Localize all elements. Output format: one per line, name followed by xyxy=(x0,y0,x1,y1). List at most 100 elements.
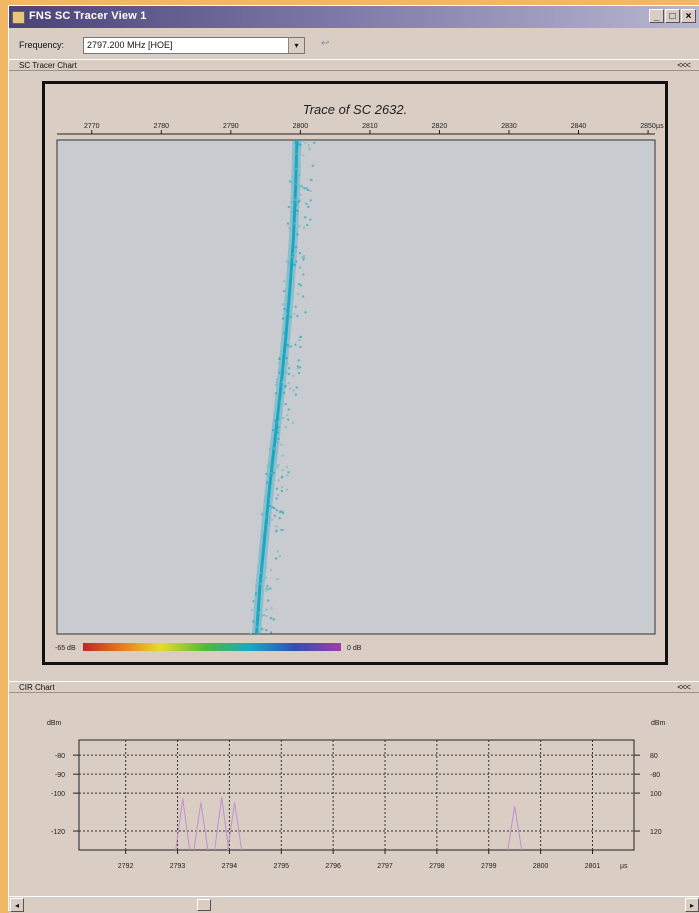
sc-trace-speckle xyxy=(282,416,285,419)
cir-peak xyxy=(507,806,523,851)
sc-trace-speckle xyxy=(298,143,301,146)
sc-trace-speckle xyxy=(268,448,271,451)
frequency-select[interactable]: 2797.200 MHz [HOE] ▾ xyxy=(83,37,305,54)
sc-trace-speckle xyxy=(256,594,259,597)
cir-y-tick-label-right: 100 xyxy=(650,791,662,798)
sc-trace-speckle xyxy=(298,339,301,342)
sc-trace-speckle xyxy=(275,384,278,387)
sc-trace-speckle xyxy=(288,372,291,375)
scroll-right-button[interactable]: ▸ xyxy=(685,898,699,912)
sc-trace-speckle xyxy=(267,504,270,507)
maximize-button[interactable]: □ xyxy=(665,9,680,23)
sc-trace-speckle xyxy=(294,305,297,308)
scroll-left-button[interactable]: ◂ xyxy=(10,898,24,912)
sc-trace-speckle xyxy=(265,589,268,592)
sc-trace-speckle xyxy=(287,418,290,421)
sc-trace-speckle xyxy=(270,569,273,572)
sc-trace-speckle xyxy=(284,426,287,429)
sc-trace-speckle xyxy=(281,454,284,457)
sc-trace-speckle xyxy=(282,372,285,375)
sc-trace-speckle xyxy=(280,490,283,493)
sc-trace-speckle xyxy=(290,180,293,183)
sc-trace-speckle xyxy=(284,403,287,406)
sc-trace-speckle xyxy=(265,608,268,611)
sc-trace-speckle xyxy=(292,389,295,392)
sc-trace-speckle xyxy=(287,206,290,209)
sc-trace-speckle xyxy=(275,557,278,560)
sc-trace-speckle xyxy=(293,222,296,225)
cir-y-left-label: dBm xyxy=(47,720,62,727)
sc-trace-speckle xyxy=(255,592,258,595)
sc-trace-speckle xyxy=(309,178,312,181)
horizontal-scrollbar[interactable]: ◂ ▸ xyxy=(9,896,699,913)
sc-trace-speckle xyxy=(294,250,297,253)
sc-trace-speckle xyxy=(298,283,301,286)
apply-icon[interactable]: ↩ xyxy=(321,38,330,49)
sc-trace-speckle xyxy=(302,258,305,261)
sc-trace-speckle xyxy=(307,188,310,191)
cir-y-tick-label-right: 120 xyxy=(650,829,662,836)
cir-x-tick-label: 2798 xyxy=(429,863,445,870)
cir-plot-area xyxy=(78,739,635,851)
sc-trace-speckle xyxy=(266,481,269,484)
sc-trace-speckle xyxy=(306,188,309,191)
sc-trace-speckle xyxy=(276,441,279,444)
sc-trace-speckle xyxy=(267,588,270,591)
sc-trace-speckle xyxy=(275,451,278,454)
sc-trace-speckle xyxy=(287,471,290,474)
sc-trace-speckle xyxy=(266,585,269,588)
sc-trace-speckle xyxy=(276,431,279,434)
sc-trace-speckle xyxy=(277,464,280,467)
sc-trace-speckle xyxy=(292,276,295,279)
sc-trace-speckle xyxy=(280,510,283,513)
sc-trace-speckle xyxy=(302,273,305,276)
sc-trace-speckle xyxy=(299,143,302,146)
sc-trace-speckle xyxy=(283,391,286,394)
sc-trace-speckle xyxy=(274,419,277,422)
sc-trace-speckle xyxy=(279,510,282,513)
sc-trace-speckle xyxy=(285,357,288,360)
sc-trace-speckle xyxy=(301,256,304,259)
sc-trace-speckle xyxy=(277,417,280,420)
sc-trace-speckle xyxy=(261,578,264,581)
sc-trace-speckle xyxy=(309,190,312,193)
sc-trace-speckle xyxy=(267,521,270,524)
sc-trace-speckle xyxy=(295,213,298,216)
sc-trace-speckle xyxy=(275,381,278,384)
minimize-button[interactable]: _ xyxy=(649,9,664,23)
sc-trace-speckle xyxy=(292,182,295,185)
sc-trace-speckle xyxy=(298,372,301,375)
cir-y-tick-label-right: 80 xyxy=(650,753,658,760)
sc-trace-speckle xyxy=(260,626,263,629)
sc-trace-speckle xyxy=(259,571,262,574)
close-button[interactable]: × xyxy=(681,9,696,23)
cir-y-tick-label-right: -80 xyxy=(650,772,660,779)
sc-trace-speckle xyxy=(291,421,294,424)
sc-trace-speckle xyxy=(298,173,301,176)
sc-trace-speckle xyxy=(297,201,300,204)
sc-trace-speckle xyxy=(297,151,300,154)
collapse-cir-panel-button[interactable]: <<< xyxy=(677,682,691,692)
sc-trace-speckle xyxy=(265,566,268,569)
tracer-window: FNS SC Tracer View 1 _ □ × Frequency: 27… xyxy=(8,5,699,913)
sc-trace-speckle xyxy=(287,261,290,264)
sc-trace-speckle xyxy=(290,316,293,319)
chevron-down-icon[interactable]: ▾ xyxy=(288,38,304,53)
cir-panel-header: CIR Chart <<< xyxy=(9,681,699,693)
sc-trace-speckle xyxy=(307,205,310,208)
sc-trace-speckle xyxy=(296,233,299,236)
sc-trace-speckle xyxy=(282,528,285,531)
title-bar[interactable]: FNS SC Tracer View 1 _ □ × xyxy=(9,6,699,28)
sc-trace-speckle xyxy=(263,499,266,502)
sc-trace-speckle xyxy=(288,367,291,370)
sc-trace-speckle xyxy=(269,617,272,620)
scroll-thumb[interactable] xyxy=(197,899,211,911)
sc-trace-speckle xyxy=(286,414,289,417)
sc-trace-speckle xyxy=(303,226,306,229)
sc-trace-speckle xyxy=(268,504,271,507)
sc-plot-area xyxy=(56,139,656,635)
sc-trace-speckle xyxy=(292,374,295,377)
sc-trace-speckle xyxy=(269,587,272,590)
collapse-sc-panel-button[interactable]: <<< xyxy=(677,60,691,70)
cir-x-tick-label: 2795 xyxy=(274,863,290,870)
